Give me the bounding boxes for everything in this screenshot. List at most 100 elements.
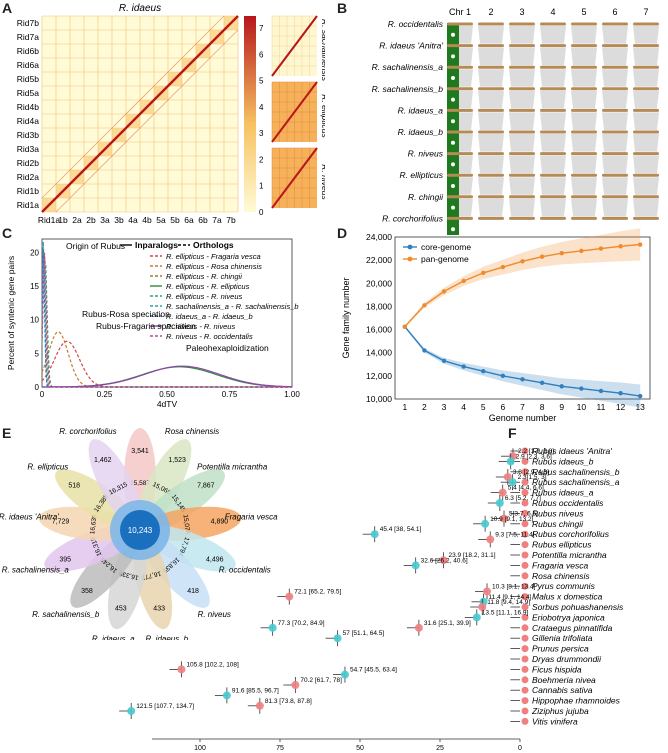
petal-unique-count: 418 [187, 588, 199, 595]
data-point [461, 278, 466, 284]
tip-node [521, 447, 529, 455]
taxon-label: Rubus corchorifolius [532, 529, 610, 539]
side-heatmap-diagonal [271, 81, 318, 143]
synteny-link [633, 134, 659, 152]
legend-inparalogs: Inparalogs [135, 240, 178, 250]
data-point [441, 358, 447, 364]
tip-node [521, 707, 529, 715]
colorbar-tick: 5 [259, 77, 264, 86]
center-value: 10,243 [128, 526, 153, 535]
row-label: Rid7b [17, 18, 39, 28]
y-tick-label: 16,000 [366, 325, 392, 335]
chromosome-bar [602, 108, 628, 112]
row-label: Rid6b [17, 46, 39, 56]
synteny-link [633, 47, 659, 66]
centromere-dot [451, 205, 455, 210]
synteny-link [571, 26, 597, 44]
chromosome-bar [602, 65, 628, 69]
series-band [404, 325, 641, 408]
tip-node [521, 541, 529, 549]
taxon-label: Sorbus pohuashanensis [532, 602, 624, 612]
chromosome-bar [571, 216, 597, 220]
chromosome-bar [540, 87, 566, 91]
synteny-link [509, 69, 535, 87]
internal-node [503, 473, 512, 481]
synteny-link [509, 112, 535, 130]
node-age-label: 3.8 [2.9, 4.3] [513, 469, 549, 476]
genome-label: R. occidentalis [388, 19, 444, 29]
chromosome-bar [571, 173, 597, 177]
tip-node [521, 468, 529, 476]
chromosome-bar [509, 44, 535, 48]
row-label: Rid7a [17, 32, 39, 42]
taxon-label: Ziziphus jujuba [531, 706, 589, 716]
chromosome-bar [447, 216, 473, 220]
synteny-link [478, 155, 504, 174]
column-label: 4a [128, 215, 138, 225]
synteny-link [478, 134, 504, 152]
taxon-label: Potentilla micrantha [532, 550, 607, 560]
chromosome-bar [540, 44, 566, 48]
x-tick-label: 1.00 [284, 390, 300, 399]
chromosome-bar [509, 108, 535, 112]
x-tick-label: 13 [635, 402, 645, 412]
panel-label-e: E [2, 425, 12, 441]
tip-node [521, 499, 529, 507]
chromosome-label: 6 [612, 7, 617, 17]
taxon-label: Rosa chinensis [532, 571, 590, 581]
column-label: 1b [58, 215, 68, 225]
genome-label: R. idaeus_b [398, 127, 444, 137]
legend-entry: R. ellipticus - Rosa chinensis [166, 262, 262, 271]
row-label: Rid3b [17, 130, 39, 140]
chromosome-bar [540, 216, 566, 220]
panel-d: D 10,000 12,000 14,000 16,000 18,000 20,000 22… [335, 225, 668, 425]
chromosome-bar [633, 152, 659, 156]
x-tick-label: 8 [540, 402, 545, 412]
petal-unique-count: 7,867 [197, 483, 215, 490]
chromosome-label: 5 [581, 7, 586, 17]
plot-frame [394, 236, 651, 400]
petal-shared-count: 16,639 [89, 514, 98, 535]
petal-shared-count: 15,587 [130, 480, 150, 487]
synteny-link [633, 155, 659, 174]
synteny-link [602, 198, 628, 217]
petal-species-label: R. corchorifolius [59, 427, 116, 436]
genome-label: R. corchorifolius [382, 213, 444, 223]
x-tick-label: 2 [422, 402, 427, 412]
data-point [481, 270, 486, 276]
internal-node [500, 514, 508, 523]
chromosome-bar [540, 152, 566, 156]
chromosome-label: 4 [550, 7, 555, 17]
taxon-label: Rubus niveus [532, 508, 584, 518]
genome-label: R. niveus [408, 149, 444, 159]
colorbar [244, 16, 256, 212]
synteny-link [571, 90, 597, 109]
synteny-link [602, 69, 628, 87]
legend-entry: R. niveus - R. niveus [166, 322, 235, 331]
row-label: Rid1b [17, 186, 39, 196]
chromosome-bar [509, 195, 535, 199]
synteny-link [540, 90, 566, 109]
petal-unique-count: 395 [59, 556, 71, 563]
chromosome-bar [602, 22, 628, 26]
synteny-link [602, 26, 628, 44]
legend-entry: core-genome [421, 242, 471, 252]
petal-species-label: Fragaria vesca [225, 512, 278, 521]
x-tick-label: 7 [520, 402, 525, 412]
centromere-dot [451, 32, 455, 37]
chromosome-bar [478, 152, 504, 156]
node-age-label: 31.6 [25.1, 39.9] [424, 620, 471, 627]
tip-node [521, 686, 529, 694]
internal-node [411, 561, 420, 570]
petal-species-label: R. sachalinensis_b [32, 610, 100, 619]
genome-label: R. idaeus 'Anitra' [379, 41, 443, 51]
side-heatmap-diagonal [271, 147, 318, 209]
node-age-label: 57 [51.1, 64.5] [343, 630, 385, 637]
x-tick-label: 0 [40, 390, 45, 399]
tip-node [521, 697, 529, 705]
synteny-link [540, 112, 566, 130]
y-axis-label: Percent of syntenic gene pairs [6, 256, 16, 370]
taxon-label: Fragaria vesca [532, 560, 588, 570]
synteny-link [633, 112, 659, 130]
centromere-dot [451, 227, 455, 232]
